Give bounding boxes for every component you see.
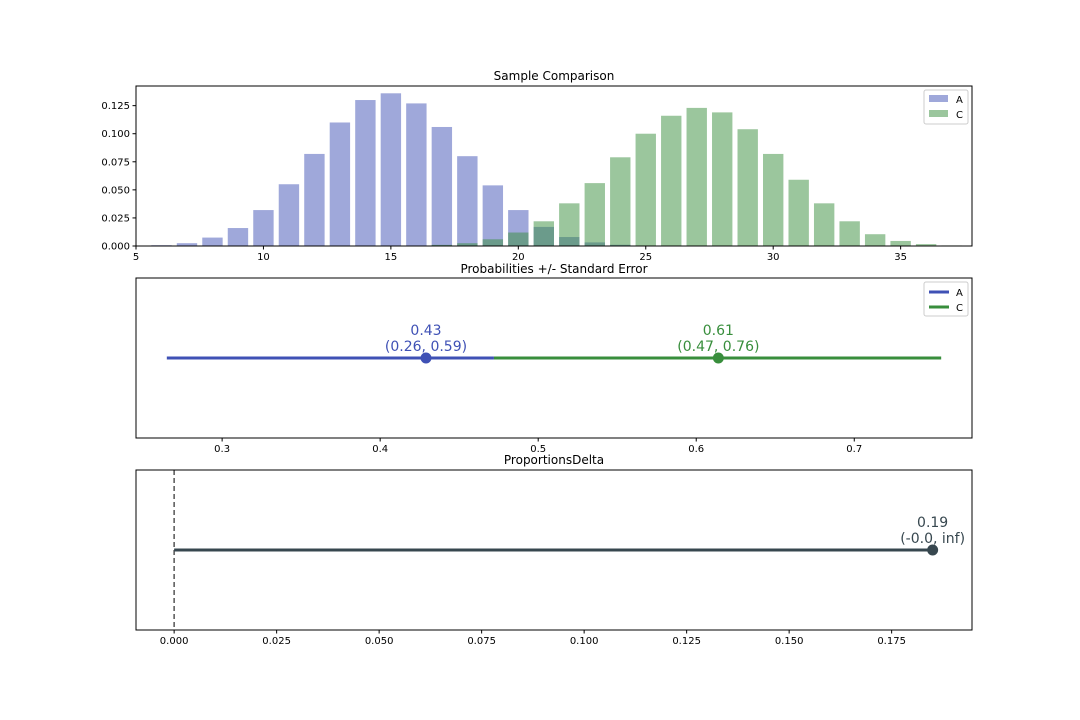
proportions-delta-title: ProportionsDelta — [504, 453, 604, 467]
delta-x-tick-label-3: 0.075 — [467, 636, 496, 647]
sample-comparison-axes — [135, 85, 973, 247]
legend-swatch-c — [929, 110, 948, 117]
x-tick-label-35: 35 — [894, 252, 907, 263]
bar-c-32 — [813, 203, 835, 246]
probabilities-x-tick-label-4: 0.7 — [846, 444, 862, 455]
bar-c-34 — [864, 234, 886, 246]
probabilities-x-tick-label-0: 0.3 — [214, 444, 230, 455]
bar-a-10 — [253, 210, 274, 246]
bar-c-27 — [686, 107, 707, 246]
bar-a-8 — [202, 237, 223, 246]
sample-comparison-title: Sample Comparison — [494, 69, 615, 83]
bar-c-17 — [431, 244, 453, 246]
bar-c-25 — [635, 133, 656, 246]
bar-c-20 — [508, 232, 529, 246]
sample-comparison-bars — [151, 93, 962, 247]
x-tick-label-10: 10 — [257, 252, 270, 263]
legend-label-a: A — [956, 95, 963, 106]
bar-a-9 — [227, 228, 249, 246]
bar-a-13 — [329, 122, 351, 246]
delta-x-tick-label-1: 0.025 — [262, 636, 291, 647]
proportions-delta-marks: 0.19(-0.0, inf) — [173, 470, 965, 630]
bar-a-7 — [176, 243, 198, 246]
bar-a-18 — [457, 156, 478, 246]
legend-label-c: C — [956, 303, 963, 314]
y-tick-label-0: 0.000 — [101, 242, 130, 253]
x-tick-label-20: 20 — [512, 252, 525, 263]
x-tick-label-15: 15 — [385, 252, 398, 263]
x-tick-label-25: 25 — [639, 252, 652, 263]
probabilities-label-value-c: 0.61 — [703, 323, 734, 339]
bar-c-35 — [890, 240, 911, 246]
probabilities-marks: 0.43(0.26, 0.59) 0.61(0.47, 0.76) — [166, 323, 942, 364]
bar-c-30 — [763, 153, 784, 246]
proportions-delta-axes — [135, 469, 973, 631]
legend-label-a: A — [956, 288, 963, 299]
delta-x-tick-label-0: 0.000 — [160, 636, 189, 647]
bar-c-29 — [737, 129, 758, 246]
delta-label-interval-0: (-0.0, inf) — [900, 531, 965, 547]
probabilities-legend: A C — [923, 281, 969, 317]
bar-c-18 — [457, 243, 478, 246]
sample-comparison-panel: Sample Comparison 5 10 15 20 25 30 35 0.000 0.02… — [101, 69, 973, 263]
proportions-delta-ticks: 0.000 0.025 0.050 0.075 0.100 0.125 0.150 0.175 — [160, 630, 906, 647]
bar-c-22 — [559, 203, 580, 246]
y-tick-label-2: 0.050 — [101, 185, 130, 196]
bar-a-16 — [406, 103, 427, 247]
bar-c-28 — [712, 112, 733, 247]
bar-c-21 — [533, 221, 554, 246]
bar-a-12 — [304, 153, 325, 246]
probabilities-label-value-a: 0.43 — [410, 323, 441, 339]
proportions-delta-panel: ProportionsDelta 0.19(-0.0, inf) 0.000 0.… — [135, 453, 973, 647]
x-tick-label-30: 30 — [767, 252, 780, 263]
bar-a-19 — [482, 185, 504, 246]
delta-point-0 — [927, 544, 939, 556]
x-tick-label-5: 5 — [133, 252, 139, 263]
bar-c-24 — [610, 157, 631, 246]
y-tick-label-1: 0.025 — [101, 213, 130, 224]
delta-label-value-0: 0.19 — [917, 515, 948, 531]
bar-c-36 — [915, 244, 937, 246]
delta-x-tick-label-4: 0.100 — [570, 636, 599, 647]
sample-comparison-legend: A C — [923, 89, 969, 125]
y-tick-label-4: 0.100 — [101, 129, 130, 140]
legend-label-c: C — [956, 110, 963, 121]
delta-x-tick-label-7: 0.175 — [877, 636, 906, 647]
legend-swatch-a — [929, 95, 948, 102]
bar-c-33 — [839, 221, 860, 246]
probabilities-x-tick-label-2: 0.5 — [530, 444, 546, 455]
bar-c-31 — [788, 179, 809, 246]
delta-x-tick-label-2: 0.050 — [365, 636, 394, 647]
sample-comparison-ticks: 5 10 15 20 25 30 35 0.000 0.025 0.050 0.075 0.100 0.… — [101, 101, 907, 263]
probabilities-label-interval-c: (0.47, 0.76) — [677, 339, 759, 355]
bar-c-23 — [584, 183, 605, 246]
bar-c-26 — [661, 115, 682, 246]
delta-x-tick-label-5: 0.125 — [672, 636, 701, 647]
probabilities-ticks: 0.3 0.4 0.5 0.6 0.7 — [214, 438, 862, 455]
bar-a-15 — [380, 93, 402, 246]
probabilities-x-tick-label-1: 0.4 — [372, 444, 388, 455]
probabilities-axes — [135, 277, 973, 439]
probabilities-panel: Probabilities +/- Standard Error 0.43(0.… — [135, 262, 973, 455]
delta-x-tick-label-6: 0.150 — [775, 636, 804, 647]
y-tick-label-5: 0.125 — [101, 101, 130, 112]
bar-a-14 — [355, 100, 376, 246]
probabilities-x-tick-label-3: 0.6 — [688, 444, 704, 455]
probabilities-point-c — [712, 352, 724, 364]
probabilities-point-a — [420, 352, 432, 364]
bar-a-17 — [431, 126, 453, 246]
y-tick-label-3: 0.075 — [101, 157, 130, 168]
bar-a-11 — [278, 184, 300, 246]
probabilities-title: Probabilities +/- Standard Error — [460, 262, 647, 276]
bar-c-19 — [482, 239, 504, 246]
probabilities-label-interval-a: (0.26, 0.59) — [385, 339, 467, 355]
